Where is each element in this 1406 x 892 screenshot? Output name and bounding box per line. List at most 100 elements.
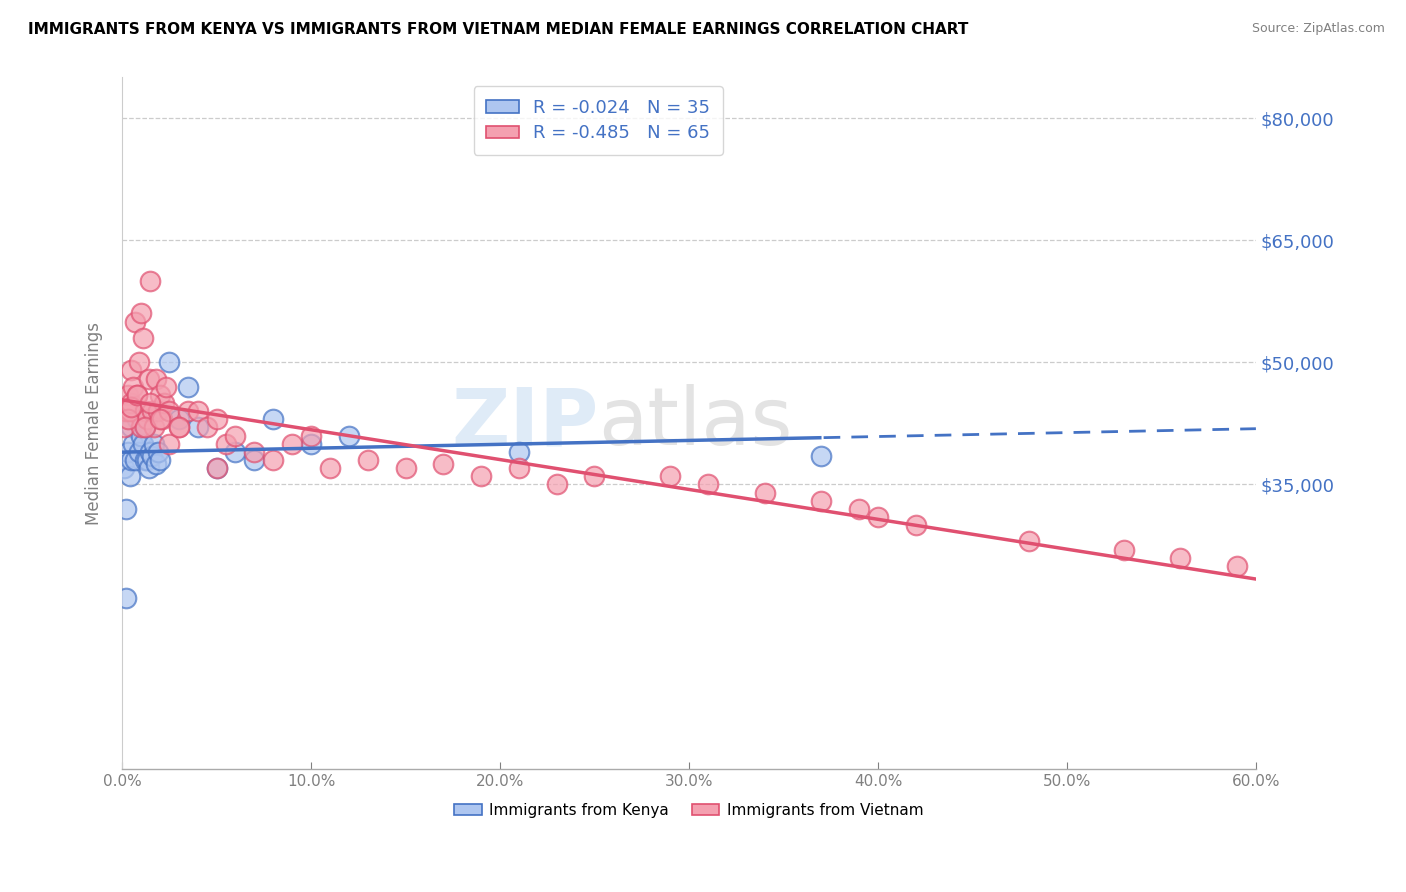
Point	[848, 501, 870, 516]
Point	[112, 420, 135, 434]
Point	[124, 453, 146, 467]
Point	[129, 420, 152, 434]
Point	[143, 436, 166, 450]
Point	[139, 274, 162, 288]
Legend: Immigrants from Kenya, Immigrants from Vietnam: Immigrants from Kenya, Immigrants from V…	[449, 797, 929, 824]
Point	[135, 453, 157, 467]
Point	[146, 445, 169, 459]
Point	[121, 396, 143, 410]
Point	[152, 396, 174, 410]
Text: IMMIGRANTS FROM KENYA VS IMMIGRANTS FROM VIETNAM MEDIAN FEMALE EARNINGS CORRELAT: IMMIGRANTS FROM KENYA VS IMMIGRANTS FROM…	[28, 22, 969, 37]
Point	[187, 420, 209, 434]
Point	[157, 355, 180, 369]
Point	[122, 436, 145, 450]
Point	[117, 445, 139, 459]
Point	[128, 355, 150, 369]
Y-axis label: Median Female Earnings: Median Female Earnings	[86, 322, 103, 524]
Point	[696, 477, 718, 491]
Point	[118, 404, 141, 418]
Point	[394, 461, 416, 475]
Point	[157, 436, 180, 450]
Point	[319, 461, 342, 475]
Point	[1112, 542, 1135, 557]
Point	[243, 453, 266, 467]
Point	[224, 445, 246, 459]
Point	[128, 445, 150, 459]
Point	[810, 449, 832, 463]
Point	[149, 388, 172, 402]
Point	[167, 420, 190, 434]
Point	[508, 445, 530, 459]
Point	[129, 428, 152, 442]
Point	[281, 436, 304, 450]
Point	[141, 404, 163, 418]
Point	[167, 420, 190, 434]
Point	[262, 412, 284, 426]
Point	[224, 428, 246, 442]
Point	[1168, 550, 1191, 565]
Point	[470, 469, 492, 483]
Point	[215, 436, 238, 450]
Point	[127, 388, 149, 402]
Point	[132, 436, 155, 450]
Point	[117, 412, 139, 426]
Point	[139, 396, 162, 410]
Point	[243, 445, 266, 459]
Point	[132, 331, 155, 345]
Point	[129, 306, 152, 320]
Point	[112, 461, 135, 475]
Point	[121, 453, 143, 467]
Point	[145, 457, 167, 471]
Point	[167, 412, 190, 426]
Point	[139, 445, 162, 459]
Point	[146, 404, 169, 418]
Point	[121, 420, 143, 434]
Point	[149, 453, 172, 467]
Point	[205, 412, 228, 426]
Point	[205, 461, 228, 475]
Point	[810, 493, 832, 508]
Point	[149, 412, 172, 426]
Point	[508, 461, 530, 475]
Point	[114, 591, 136, 606]
Point	[141, 449, 163, 463]
Point	[121, 400, 143, 414]
Point	[114, 404, 136, 418]
Point	[177, 404, 200, 418]
Point	[1226, 558, 1249, 573]
Point	[118, 469, 141, 483]
Point	[127, 388, 149, 402]
Point	[1018, 534, 1040, 549]
Point	[134, 420, 156, 434]
Point	[127, 412, 149, 426]
Point	[262, 453, 284, 467]
Point	[124, 315, 146, 329]
Point	[145, 371, 167, 385]
Point	[135, 412, 157, 426]
Text: atlas: atlas	[599, 384, 793, 462]
Point	[134, 404, 156, 418]
Point	[138, 371, 160, 385]
Point	[187, 404, 209, 418]
Point	[122, 380, 145, 394]
Text: ZIP: ZIP	[451, 384, 599, 462]
Point	[754, 485, 776, 500]
Point	[432, 457, 454, 471]
Point	[299, 436, 322, 450]
Point	[195, 420, 218, 434]
Point	[150, 412, 173, 426]
Point	[138, 461, 160, 475]
Point	[134, 453, 156, 467]
Text: Source: ZipAtlas.com: Source: ZipAtlas.com	[1251, 22, 1385, 36]
Point	[157, 404, 180, 418]
Point	[546, 477, 568, 491]
Point	[659, 469, 682, 483]
Point	[117, 388, 139, 402]
Point	[121, 363, 143, 377]
Point	[205, 461, 228, 475]
Point	[357, 453, 380, 467]
Point	[866, 510, 889, 524]
Point	[337, 428, 360, 442]
Point	[143, 420, 166, 434]
Point	[155, 380, 177, 394]
